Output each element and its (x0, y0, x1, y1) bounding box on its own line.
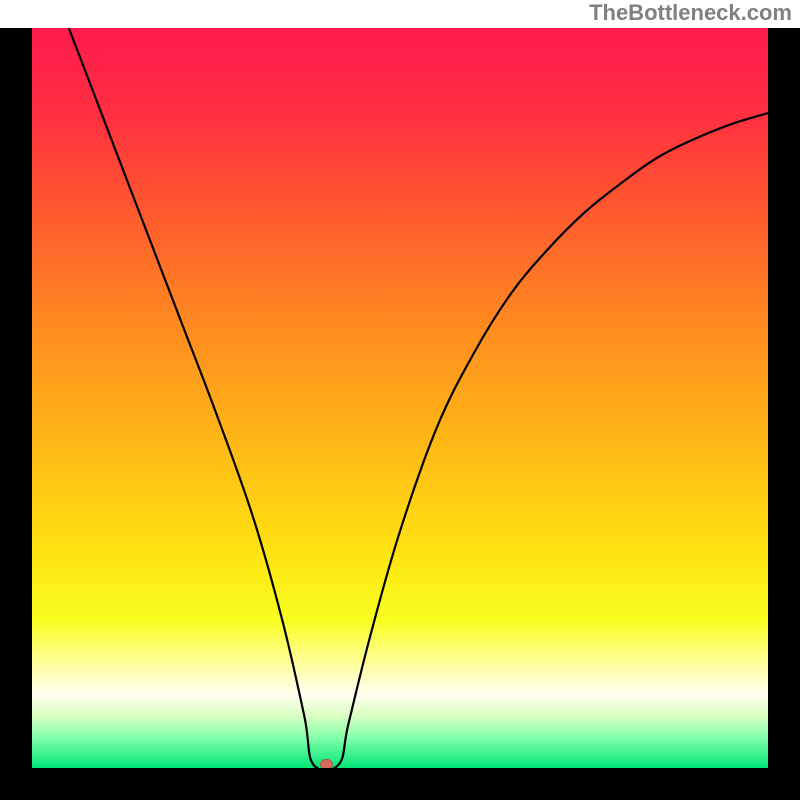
chart-root: TheBottleneck.com (0, 0, 800, 800)
gradient-background (32, 28, 768, 768)
frame-right (768, 28, 800, 800)
frame-left (0, 28, 32, 800)
watermark-text: TheBottleneck.com (589, 0, 792, 26)
frame-bottom (0, 768, 800, 800)
optimum-marker (320, 759, 332, 768)
plot-svg (32, 28, 768, 768)
